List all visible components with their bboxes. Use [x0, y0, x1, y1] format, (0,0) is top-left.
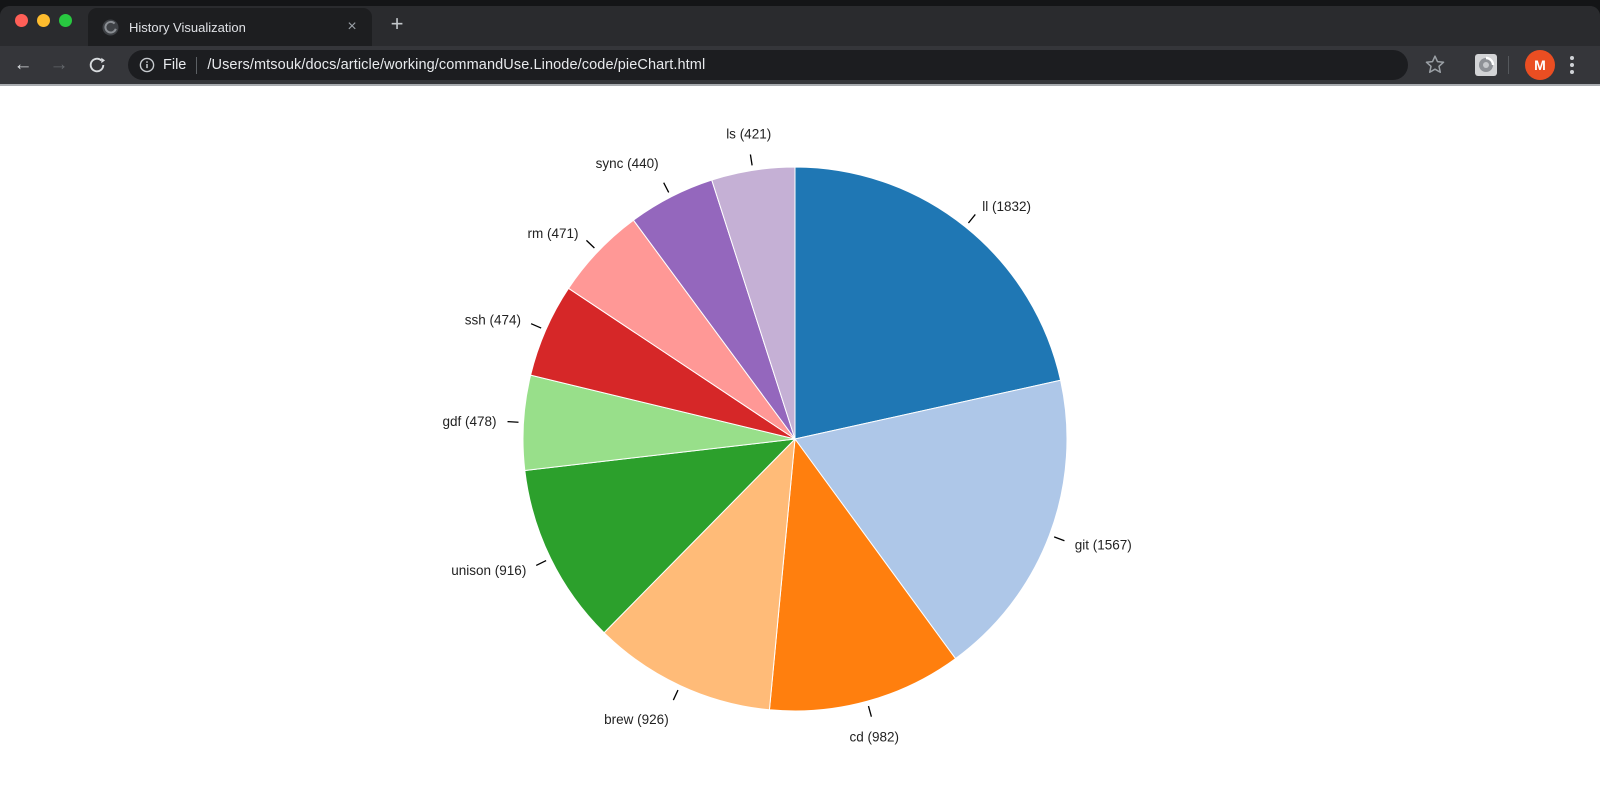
tab-title: History Visualization [129, 19, 246, 35]
page-info-icon[interactable] [139, 57, 155, 73]
url-text[interactable]: /Users/mtsouk/docs/article/working/comma… [207, 57, 706, 73]
pie-label-ls: ls (421) [726, 127, 771, 142]
pie-leader-sync [663, 182, 670, 193]
pie-label-brew: brew (926) [604, 712, 669, 727]
pie-label-git: git (1567) [1075, 538, 1132, 553]
pie-leader-ssh [530, 323, 542, 329]
toolbar-bottom-divider [0, 84, 1600, 86]
browser-toolbar: ← → File /Users/mtsouk/docs/article/work… [0, 46, 1600, 84]
tab-strip: History Visualization × + [0, 6, 1600, 46]
pie-label-sync: sync (440) [596, 156, 659, 171]
browser-menu-kebab-icon[interactable] [1566, 53, 1578, 77]
pie-leader-ll [967, 214, 976, 224]
back-button[interactable]: ← [13, 54, 33, 75]
pie-chart: ll (1832) git (1567) cd (982) brew (926) uni… [442, 127, 1132, 745]
pie-leader-gdf [507, 420, 519, 423]
browser-tab[interactable]: History Visualization × [88, 8, 372, 46]
extension-icon[interactable] [1475, 54, 1497, 76]
forward-button[interactable]: → [49, 54, 69, 75]
page-content: ll (1832) git (1567) cd (982) brew (926) uni… [0, 86, 1600, 793]
tab-close-icon[interactable]: × [347, 18, 357, 35]
address-separator [196, 56, 198, 74]
pie-leader-unison [535, 560, 547, 566]
pie-slice-git [794, 379, 1068, 660]
browser-window: History Visualization × + ← → File /U [0, 6, 1600, 793]
pie-slice-ll [794, 166, 1062, 440]
pie-leader-git [1053, 536, 1065, 542]
macos-close-button[interactable] [15, 14, 28, 27]
new-tab-button[interactable]: + [390, 11, 404, 36]
bookmark-star-icon[interactable] [1423, 53, 1447, 77]
pie-leader-ls [749, 154, 753, 166]
pie-leader-rm [585, 239, 595, 249]
address-bar[interactable]: File /Users/mtsouk/docs/article/working/… [128, 50, 1408, 80]
pie-slice-unison [524, 438, 796, 634]
pie-leader-cd [867, 705, 873, 717]
pie-leader-brew [672, 689, 679, 701]
pie-label-cd: cd (982) [850, 729, 900, 744]
reload-button[interactable] [81, 46, 113, 84]
profile-avatar[interactable]: M [1525, 50, 1555, 80]
pie-label-gdf: gdf (478) [442, 414, 496, 429]
url-scheme-label: File [163, 57, 187, 73]
macos-minimize-button[interactable] [37, 14, 50, 27]
reload-icon [89, 57, 105, 73]
pie-label-rm: rm (471) [527, 226, 578, 241]
pie-label-ll: ll (1832) [982, 199, 1031, 214]
pie-label-ssh: ssh (474) [465, 312, 521, 327]
tab-favicon-globe-icon [102, 19, 119, 36]
pie-slice-brew [603, 438, 796, 711]
pie-label-unison: unison (916) [451, 563, 526, 578]
pie-slice-ls [711, 166, 796, 440]
macos-zoom-button[interactable] [59, 14, 72, 27]
toolbar-separator [1508, 56, 1509, 74]
pie-slice-cd [768, 438, 956, 712]
